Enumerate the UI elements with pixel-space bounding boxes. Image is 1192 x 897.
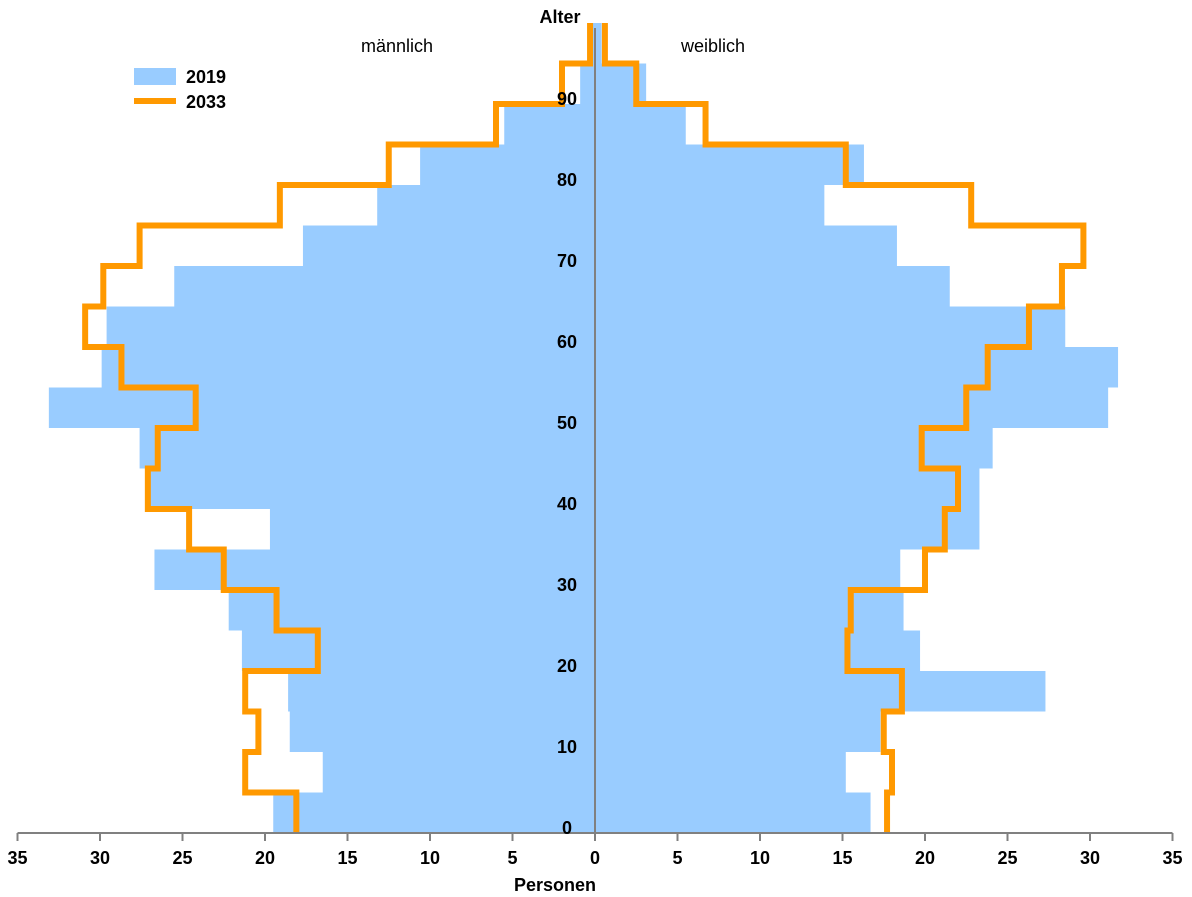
bar-2019-female-55-59 <box>595 347 1119 388</box>
bar-2019-female-60-64 <box>595 306 1066 347</box>
legend-label-2019: 2019 <box>186 67 226 87</box>
y-tick-label: 70 <box>557 251 577 271</box>
legend-swatch-2019 <box>134 68 176 85</box>
y-tick-label: 90 <box>557 89 577 109</box>
female-side-label: weiblich <box>680 36 745 56</box>
x-tick-label: 15 <box>337 848 357 868</box>
bar-2019-male-30-34 <box>154 549 595 590</box>
x-tick-label: 10 <box>420 848 440 868</box>
bar-2019-male-55-59 <box>101 347 596 388</box>
bar-2019-female-10-14 <box>595 711 881 752</box>
x-axis-tick-labels: 35 30 25 20 15 10 5 0 5 10 15 20 25 30 35 <box>7 848 1182 868</box>
x-tick-label: 35 <box>7 848 27 868</box>
x-tick-label: 10 <box>750 848 770 868</box>
x-tick-label: 5 <box>672 848 682 868</box>
x-tick-label: 25 <box>997 848 1017 868</box>
x-tick-label: 15 <box>832 848 852 868</box>
x-tick-label: 35 <box>1162 848 1182 868</box>
bar-2019-male-40-44 <box>146 468 595 509</box>
bar-2019-male-20-24 <box>241 630 595 671</box>
x-tick-label: 20 <box>255 848 275 868</box>
bar-2019-female-15-19 <box>595 671 1046 712</box>
legend: 2019 2033 <box>134 67 226 112</box>
bar-2019-male-5-9 <box>322 752 595 793</box>
series-2019-bars <box>48 23 1119 833</box>
x-axis-title: Personen <box>514 875 596 895</box>
bar-2019-male-35-39 <box>269 509 595 550</box>
bar-2019-female-40-44 <box>595 468 980 509</box>
bar-2019-male-15-19 <box>288 671 595 712</box>
bar-2019-female-20-24 <box>595 630 921 671</box>
male-side-label: männlich <box>361 36 433 56</box>
bar-2019-male-85-89 <box>504 104 595 145</box>
x-tick-label: 25 <box>172 848 192 868</box>
bar-2019-female-85-89 <box>595 104 686 145</box>
bar-2019-female-70-74 <box>595 225 897 266</box>
bar-2019-female-35-39 <box>595 509 980 550</box>
bar-2019-female-25-29 <box>595 590 904 631</box>
y-tick-label: 80 <box>557 170 577 190</box>
y-tick-label: 10 <box>557 737 577 757</box>
y-tick-label: 30 <box>557 575 577 595</box>
bar-2019-male-45-49 <box>139 428 595 469</box>
x-tick-label: 0 <box>590 848 600 868</box>
line-2033-female <box>601 23 1087 833</box>
bar-2019-female-0-4 <box>595 792 871 833</box>
bar-2019-male-50-54 <box>48 387 596 428</box>
bar-2019-male-25-29 <box>228 590 595 631</box>
bar-2019-male-65-69 <box>174 266 595 307</box>
bar-2019-female-75-79 <box>595 185 825 226</box>
y-tick-label: 40 <box>557 494 577 514</box>
x-tick-label: 30 <box>90 848 110 868</box>
legend-label-2033: 2033 <box>186 92 226 112</box>
bar-2019-male-90-94 <box>580 63 595 104</box>
bar-2019-female-65-69 <box>595 266 950 307</box>
bar-2019-male-10-14 <box>289 711 595 752</box>
x-tick-label: 30 <box>1080 848 1100 868</box>
y-tick-label: 20 <box>557 656 577 676</box>
y-tick-label: 0 <box>562 818 572 838</box>
bar-2019-female-80-84 <box>595 144 864 185</box>
bar-2019-female-50-54 <box>595 387 1109 428</box>
bar-2019-female-95+ <box>595 23 602 64</box>
bar-2019-male-75-79 <box>377 185 595 226</box>
x-tick-label: 20 <box>915 848 935 868</box>
y-axis-title: Alter <box>539 7 580 27</box>
y-axis-tick-labels: 0 10 20 30 40 50 60 70 80 90 <box>557 89 577 838</box>
bar-2019-female-5-9 <box>595 752 846 793</box>
series-2033-steps <box>82 23 1087 833</box>
bar-2019-male-80-84 <box>420 144 595 185</box>
bar-2019-female-45-49 <box>595 428 993 469</box>
bar-2019-male-70-74 <box>302 225 595 266</box>
bar-2019-male-0-4 <box>273 792 595 833</box>
y-tick-label: 50 <box>557 413 577 433</box>
x-axis-ticks <box>16 833 1174 841</box>
bar-2019-female-30-34 <box>595 549 901 590</box>
line-2033-male <box>82 23 594 833</box>
x-tick-label: 5 <box>507 848 517 868</box>
y-tick-label: 60 <box>557 332 577 352</box>
bar-2019-male-60-64 <box>106 306 595 347</box>
